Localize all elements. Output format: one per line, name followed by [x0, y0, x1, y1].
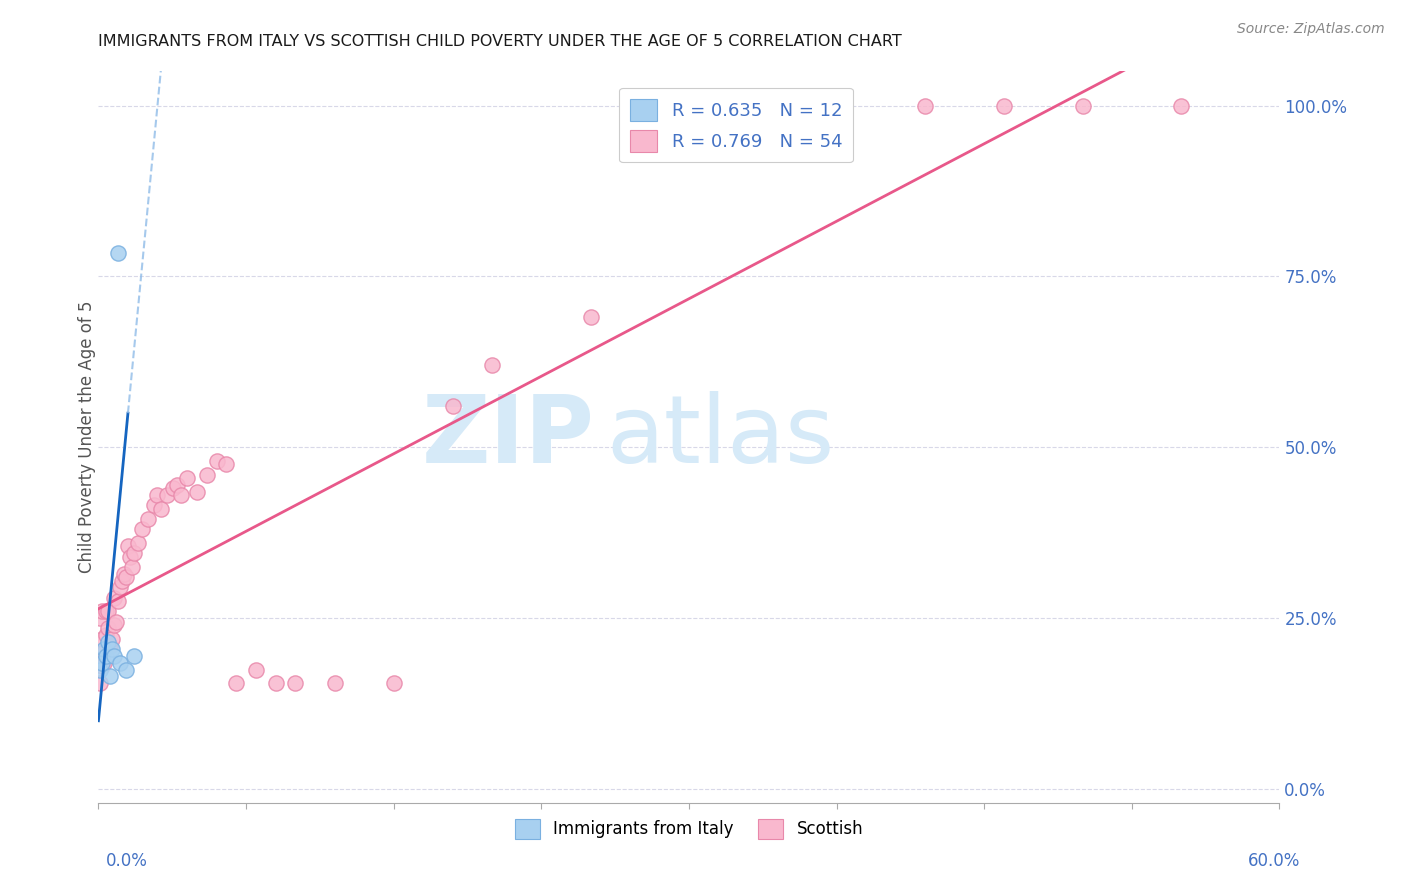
Point	[111, 574, 134, 588]
Point	[89, 663, 111, 677]
Text: ZIP: ZIP	[422, 391, 595, 483]
Point	[96, 628, 118, 642]
Point	[98, 669, 121, 683]
Point	[89, 611, 111, 625]
Point	[105, 615, 128, 629]
Point	[195, 467, 218, 482]
Point	[205, 454, 228, 468]
Point	[186, 484, 208, 499]
Point	[115, 663, 138, 677]
Text: IMMIGRANTS FROM ITALY VS SCOTTISH CHILD POVERTY UNDER THE AGE OF 5 CORRELATION C: IMMIGRANTS FROM ITALY VS SCOTTISH CHILD …	[98, 35, 903, 49]
Point	[146, 488, 169, 502]
Point	[97, 604, 120, 618]
Point	[225, 676, 247, 690]
Point	[382, 676, 405, 690]
Point	[101, 632, 124, 646]
Point	[97, 635, 120, 649]
Point	[121, 560, 143, 574]
Point	[122, 546, 145, 560]
Point	[118, 549, 141, 564]
Point	[579, 310, 602, 325]
Point	[107, 594, 129, 608]
Point	[112, 566, 135, 581]
Point	[93, 645, 115, 659]
Point	[264, 676, 287, 690]
Point	[1170, 98, 1192, 112]
Point	[127, 536, 149, 550]
Point	[166, 478, 188, 492]
Point	[162, 481, 184, 495]
Point	[131, 522, 153, 536]
Point	[993, 98, 1015, 112]
Point	[914, 98, 936, 112]
Point	[103, 591, 125, 605]
Point	[91, 659, 114, 673]
Point	[215, 458, 238, 472]
Point	[89, 676, 111, 690]
Point	[91, 604, 114, 618]
Point	[117, 540, 139, 554]
Point	[103, 648, 125, 663]
Point	[91, 656, 114, 670]
Point	[284, 676, 307, 690]
Point	[93, 656, 115, 670]
Point	[107, 245, 129, 260]
Text: atlas: atlas	[606, 391, 835, 483]
Point	[98, 639, 121, 653]
Point	[136, 512, 159, 526]
Point	[323, 676, 346, 690]
Point	[96, 648, 118, 663]
Point	[108, 581, 131, 595]
Text: 60.0%: 60.0%	[1249, 852, 1301, 870]
Point	[108, 656, 131, 670]
Point	[103, 618, 125, 632]
Text: Source: ZipAtlas.com: Source: ZipAtlas.com	[1237, 22, 1385, 37]
Point	[96, 604, 118, 618]
Point	[776, 98, 799, 112]
Point	[156, 488, 179, 502]
Point	[115, 570, 138, 584]
Point	[176, 471, 198, 485]
Point	[122, 648, 145, 663]
Point	[91, 632, 114, 646]
Point	[245, 663, 267, 677]
Point	[441, 400, 464, 414]
Point	[101, 642, 124, 657]
Point	[170, 488, 193, 502]
Text: 0.0%: 0.0%	[105, 852, 148, 870]
Legend: Immigrants from Italy, Scottish: Immigrants from Italy, Scottish	[508, 812, 870, 846]
Point	[97, 622, 120, 636]
Y-axis label: Child Poverty Under the Age of 5: Child Poverty Under the Age of 5	[79, 301, 96, 574]
Point	[150, 501, 173, 516]
Point	[142, 499, 165, 513]
Point	[93, 642, 115, 657]
Point	[1071, 98, 1094, 112]
Point	[481, 359, 503, 373]
